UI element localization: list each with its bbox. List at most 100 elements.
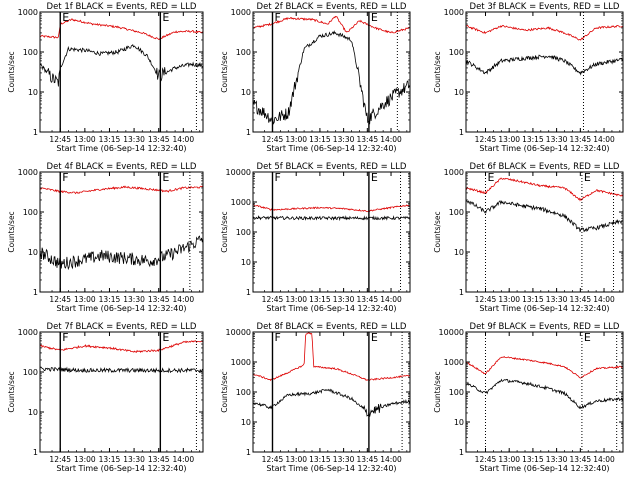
time-marker-label: E bbox=[584, 331, 591, 344]
y-axis-label: Counts/sec bbox=[433, 51, 442, 92]
x-tick-label: 13:30 bbox=[123, 295, 145, 304]
x-tick-label: 14:00 bbox=[172, 455, 194, 464]
panel-det-7: F E 1 10 100 1000 12:45 13:00 13:15 13:30 13:45 14:… bbox=[7, 322, 204, 473]
x-axis-label: Start Time (06-Sep-14 12:32:40) bbox=[266, 304, 396, 313]
y-tick-label: 100 bbox=[23, 208, 38, 217]
x-tick-label: 13:45 bbox=[570, 135, 592, 144]
panel-det-5: F E 1 10 100 1000 10000 12:45 13:00 13:15 13:30 13:… bbox=[220, 162, 411, 313]
y-tick-label: 1000 bbox=[444, 8, 464, 17]
events-series-line bbox=[40, 235, 203, 271]
x-tick-label: 13:00 bbox=[498, 135, 520, 144]
y-tick-label: 1 bbox=[246, 448, 251, 457]
x-tick-label: 12:45 bbox=[475, 135, 497, 144]
x-tick-label: 13:45 bbox=[357, 135, 379, 144]
time-marker-label: F bbox=[274, 331, 280, 344]
panel-title: Det 2f BLACK = Events, RED = LLD bbox=[257, 2, 407, 12]
events-series-line bbox=[253, 215, 410, 222]
x-tick-label: 14:00 bbox=[380, 135, 402, 144]
panel-title: Det 3f BLACK = Events, RED = LLD bbox=[470, 2, 620, 12]
y-tick-label: 10000 bbox=[439, 328, 464, 337]
plot-frame bbox=[39, 171, 204, 293]
time-marker-label: E bbox=[62, 11, 69, 24]
y-tick-label: 100 bbox=[236, 48, 251, 57]
x-tick-label: 12:45 bbox=[262, 455, 284, 464]
x-tick-label: 13:00 bbox=[285, 455, 307, 464]
events-series-line bbox=[253, 30, 410, 125]
panel-det-1: E E 1 10 100 1000 12:45 13:00 13:15 13:30 13:45 14:… bbox=[7, 2, 204, 153]
plot-frame bbox=[465, 331, 624, 453]
x-tick-label: 13:30 bbox=[546, 295, 568, 304]
x-tick-label: 13:45 bbox=[148, 455, 170, 464]
x-tick-label: 13:15 bbox=[99, 135, 121, 144]
x-tick-label: 13:45 bbox=[357, 455, 379, 464]
plot-frame bbox=[39, 331, 204, 453]
y-tick-label: 100 bbox=[449, 208, 464, 217]
x-tick-label: 12:45 bbox=[262, 295, 284, 304]
lld-series-line bbox=[40, 185, 203, 195]
time-marker-label: E bbox=[371, 11, 378, 24]
y-tick-label: 1000 bbox=[18, 328, 38, 337]
y-tick-label: 1 bbox=[459, 128, 464, 137]
x-tick-label: 13:45 bbox=[148, 135, 170, 144]
y-axis-label: Counts/sec bbox=[433, 211, 442, 252]
y-axis-label: Counts/sec bbox=[220, 211, 229, 252]
panel-det-3: 1 10 100 1000 12:45 13:00 13:15 13:30 13:45 14:00… bbox=[433, 2, 624, 153]
x-axis-label: Start Time (06-Sep-14 12:32:40) bbox=[479, 304, 609, 313]
y-tick-label: 1000 bbox=[18, 8, 38, 17]
x-tick-label: 14:00 bbox=[172, 135, 194, 144]
time-marker-label: E bbox=[371, 331, 378, 344]
panel-title: Det 5f BLACK = Events, RED = LLD bbox=[257, 162, 407, 172]
x-tick-label: 12:45 bbox=[49, 295, 71, 304]
y-tick-label: 10 bbox=[28, 88, 38, 97]
x-axis-label: Start Time (06-Sep-14 12:32:40) bbox=[56, 304, 186, 313]
x-tick-label: 13:00 bbox=[498, 455, 520, 464]
x-tick-label: 13:45 bbox=[570, 455, 592, 464]
x-tick-label: 13:45 bbox=[357, 295, 379, 304]
x-tick-label: 12:45 bbox=[49, 135, 71, 144]
x-axis-label: Start Time (06-Sep-14 12:32:40) bbox=[56, 144, 186, 153]
x-tick-label: 12:45 bbox=[49, 455, 71, 464]
y-tick-label: 1000 bbox=[231, 198, 251, 207]
y-tick-label: 10 bbox=[454, 418, 464, 427]
y-tick-label: 1000 bbox=[18, 168, 38, 177]
time-marker-label: F bbox=[274, 11, 280, 24]
panel-det-6: E E 1 10 100 1000 12:45 13:00 13:15 13:30 13:45 14:… bbox=[433, 162, 624, 313]
time-marker-label: E bbox=[487, 171, 494, 184]
x-tick-label: 13:15 bbox=[522, 135, 544, 144]
x-tick-label: 14:00 bbox=[380, 295, 402, 304]
x-axis-label: Start Time (06-Sep-14 12:32:40) bbox=[56, 464, 186, 473]
x-axis-label: Start Time (06-Sep-14 12:32:40) bbox=[266, 464, 396, 473]
x-tick-label: 12:45 bbox=[475, 295, 497, 304]
x-tick-label: 13:15 bbox=[309, 455, 331, 464]
lld-series-line bbox=[466, 356, 623, 379]
y-tick-label: 100 bbox=[236, 388, 251, 397]
x-tick-label: 13:15 bbox=[309, 295, 331, 304]
y-tick-label: 1 bbox=[33, 128, 38, 137]
x-tick-label: 13:15 bbox=[309, 135, 331, 144]
y-axis-label: Counts/sec bbox=[220, 371, 229, 412]
x-tick-label: 13:30 bbox=[546, 135, 568, 144]
y-axis-label: Counts/sec bbox=[220, 51, 229, 92]
x-tick-label: 13:30 bbox=[123, 135, 145, 144]
time-marker-label: F bbox=[62, 171, 68, 184]
y-tick-label: 100 bbox=[23, 368, 38, 377]
y-axis-label: Counts/sec bbox=[433, 371, 442, 412]
time-marker-label: E bbox=[162, 331, 169, 344]
plot-frame bbox=[465, 11, 624, 133]
y-tick-label: 1 bbox=[33, 288, 38, 297]
events-series-line bbox=[40, 366, 203, 374]
y-tick-label: 10 bbox=[241, 418, 251, 427]
panel-det-8: F E 1 10 100 1000 10000 12:45 13:00 13:15 13:30 13:… bbox=[220, 322, 411, 473]
lld-series-line bbox=[253, 203, 410, 213]
time-marker-label: E bbox=[371, 171, 378, 184]
y-tick-label: 10 bbox=[241, 88, 251, 97]
y-tick-label: 10000 bbox=[226, 168, 251, 177]
panel-title: Det 7f BLACK = Events, RED = LLD bbox=[47, 322, 197, 332]
x-tick-label: 13:00 bbox=[285, 295, 307, 304]
events-series-line bbox=[40, 44, 203, 87]
lld-series-line bbox=[466, 177, 623, 202]
x-tick-label: 13:15 bbox=[99, 295, 121, 304]
panel-det-4: F E 1 10 100 1000 12:45 13:00 13:15 13:30 13:45 14:… bbox=[7, 162, 204, 313]
x-tick-label: 13:00 bbox=[74, 295, 96, 304]
